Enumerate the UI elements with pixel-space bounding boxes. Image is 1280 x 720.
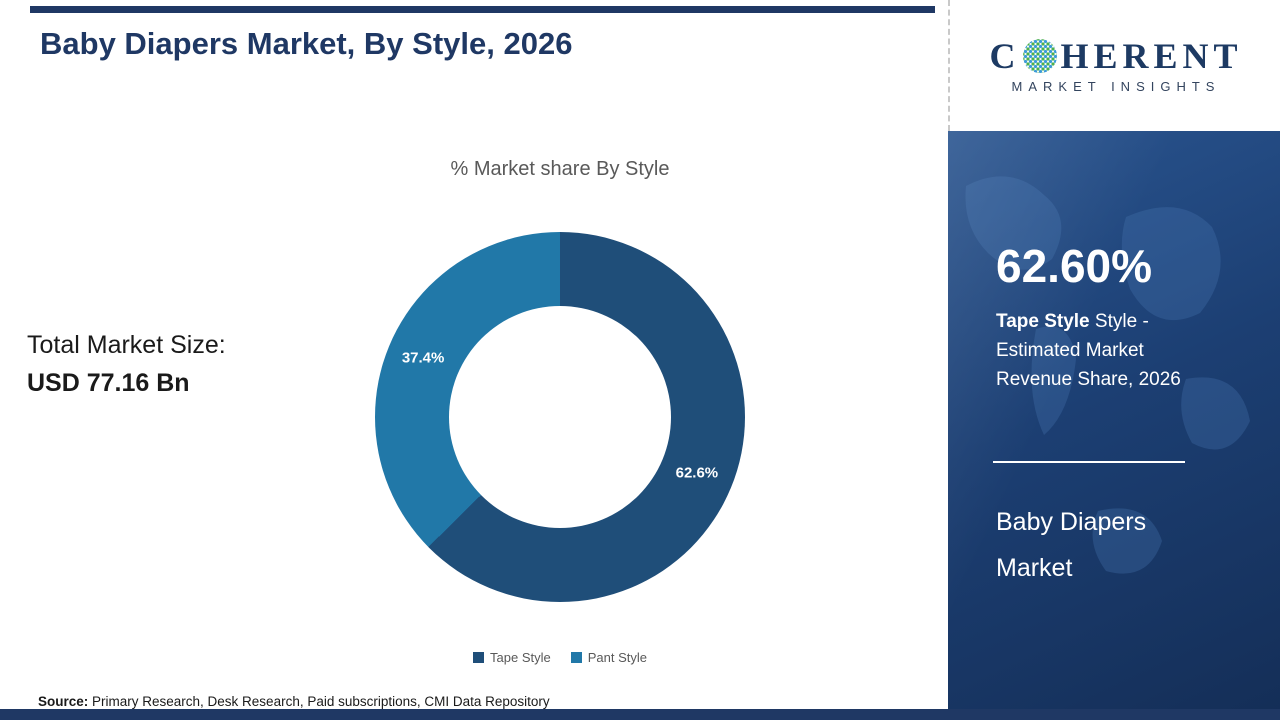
highlight-stat-segment: Tape Style <box>996 311 1090 332</box>
logo-word-start: C <box>989 35 1021 76</box>
globe-dots-icon <box>1023 38 1058 73</box>
legend-item-tape-style: Tape Style <box>473 650 551 665</box>
panel-sheen-overlay <box>948 131 1280 720</box>
page-title: Baby Diapers Market, By Style, 2026 <box>40 26 573 61</box>
chart-title: % Market share By Style <box>450 158 670 180</box>
top-accent-bar <box>30 6 935 13</box>
brand-logo: C HERENT <box>989 38 1242 74</box>
panel-divider <box>993 461 1185 463</box>
total-market-size-label: Total Market Size: <box>27 331 226 359</box>
highlight-side-panel: 62.60% Tape Style Style - Estimated Mark… <box>948 131 1280 720</box>
legend-swatch-pant-style <box>570 652 582 663</box>
bottom-accent-bar <box>0 709 1280 720</box>
donut-hole <box>449 306 671 528</box>
highlight-stat-value: 62.60% <box>996 240 1153 292</box>
legend-label-pant-style: Pant Style <box>587 650 647 665</box>
legend-swatch-tape-style <box>473 652 485 663</box>
source-label: Source: <box>38 694 89 709</box>
slice-label-pant-style: 37.4% <box>401 349 445 367</box>
brand-logo-subtitle: MARKET INSIGHTS <box>1011 78 1221 94</box>
market-name-line2: Market <box>996 554 1073 582</box>
total-market-size-value: USD 77.16 Bn <box>27 369 190 397</box>
donut-chart: 62.6% 37.4% <box>375 232 745 602</box>
source-text: Primary Research, Desk Research, Paid su… <box>88 694 550 709</box>
brand-logo-area: C HERENT MARKET INSIGHTS <box>948 0 1280 131</box>
legend-item-pant-style: Pant Style <box>570 650 647 665</box>
legend-label-tape-style: Tape Style <box>490 650 551 665</box>
highlight-stat-description: Tape Style Style - Estimated Market Reve… <box>996 307 1214 394</box>
source-line: Source: Primary Research, Desk Research,… <box>38 694 550 709</box>
total-market-size-block: Total Market Size: USD 77.16 Bn <box>27 326 226 402</box>
logo-word-end: HERENT <box>1060 35 1243 76</box>
chart-legend: Tape Style Pant Style <box>330 650 790 665</box>
slice-label-tape-style: 62.6% <box>675 464 719 481</box>
world-map-texture <box>965 176 1250 574</box>
market-name: Baby Diapers Market <box>996 499 1146 591</box>
highlight-stat-rest: Style - Estimated Market Revenue Share, … <box>996 311 1181 390</box>
market-name-line1: Baby Diapers <box>996 508 1147 536</box>
